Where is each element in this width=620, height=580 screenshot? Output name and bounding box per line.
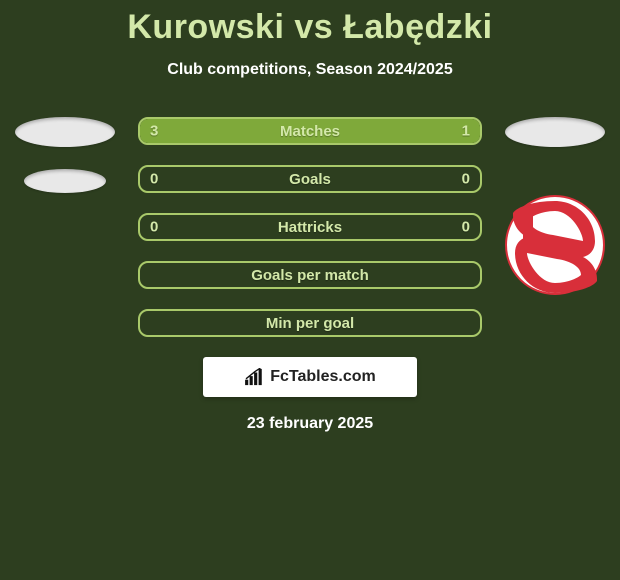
- stat-bar-matches: 3 Matches 1: [138, 117, 482, 145]
- right-badge-column: [500, 117, 610, 295]
- stat-bar-min-per-goal: Min per goal: [138, 309, 482, 337]
- stats-area: 3 Matches 1 0 Goals 0 0 Hattricks 0: [0, 117, 620, 337]
- stat-label: Goals per match: [251, 267, 369, 284]
- page-subtitle: Club competitions, Season 2024/2025: [0, 61, 620, 79]
- stat-value-right: 1: [462, 123, 470, 140]
- stat-label: Goals: [289, 171, 331, 188]
- lks-lodz-logo-icon: [505, 195, 605, 295]
- stat-bar-hattricks: 0 Hattricks 0: [138, 213, 482, 241]
- stat-label: Hattricks: [278, 219, 342, 236]
- stat-label: Matches: [280, 123, 340, 140]
- comparison-card: Kurowski vs Łabędzki Club competitions, …: [0, 0, 620, 450]
- stat-value-right: 0: [462, 219, 470, 236]
- stat-bar-goals-per-match: Goals per match: [138, 261, 482, 289]
- stat-bars: 3 Matches 1 0 Goals 0 0 Hattricks 0: [138, 117, 482, 337]
- bar-chart-icon: [244, 368, 266, 386]
- stat-value-left: 3: [150, 123, 158, 140]
- player2-club-badge-placeholder: [505, 117, 605, 147]
- stat-value-left: 0: [150, 219, 158, 236]
- player1-club-badge-placeholder: [15, 117, 115, 147]
- stat-fill-left: [140, 119, 395, 143]
- branding-text: FcTables.com: [270, 368, 376, 386]
- left-badge-column: [10, 117, 120, 193]
- stat-value-left: 0: [150, 171, 158, 188]
- stat-bar-goals: 0 Goals 0: [138, 165, 482, 193]
- stat-label: Min per goal: [266, 315, 354, 332]
- stat-value-right: 0: [462, 171, 470, 188]
- fctables-branding[interactable]: FcTables.com: [203, 357, 417, 397]
- generated-date: 23 february 2025: [0, 415, 620, 433]
- player1-secondary-badge-placeholder: [24, 169, 106, 193]
- page-title: Kurowski vs Łabędzki: [0, 0, 620, 47]
